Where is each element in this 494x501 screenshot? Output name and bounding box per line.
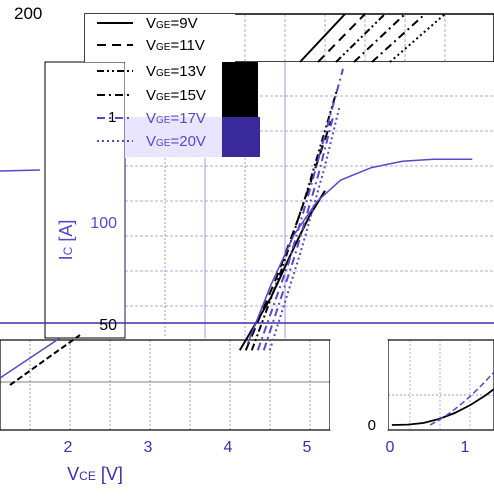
series-line-20V: [268, 106, 341, 351]
legend-light-band: [125, 117, 222, 157]
series-line-17V: [262, 114, 335, 351]
series-line-top-17V: [371, 13, 426, 63]
y-tick-label-100: 100: [90, 215, 117, 232]
x-tick-label-3: 3: [144, 439, 153, 456]
overlay-left-fragment: [0, 169, 41, 172]
lower-left-line-a: [9, 334, 81, 386]
lower-left-panel-frame: [0, 339, 331, 431]
legend-label-11V: VGE=11V: [146, 37, 205, 54]
series-line-top-15V: [353, 13, 406, 63]
inset-x-tick-1: 1: [461, 439, 470, 456]
y-axis-label: IC [A]: [56, 220, 76, 261]
inset-panel-frame: [387, 339, 494, 431]
x-tick-label-5: 5: [303, 439, 312, 456]
series-line-top-11V: [317, 13, 366, 63]
lower-left-line-b: [0, 337, 61, 379]
legend-label-15V: VGE=15V: [146, 87, 206, 104]
y-tick-label-partial: 1: [108, 109, 116, 126]
inset-series-line: [391, 388, 494, 426]
legend-dark-block: [222, 62, 258, 117]
legend-label-9V: VGE=9V: [146, 15, 198, 32]
x-tick-label-4: 4: [224, 439, 233, 456]
series-line-13V: [250, 89, 338, 351]
series-line-top-9V: [299, 13, 346, 63]
overlay-saturation-curve: [246, 158, 473, 345]
series-line-15V: [256, 68, 344, 351]
legend-blue-block: [222, 117, 260, 157]
inset-y-tick-0: 0: [368, 417, 376, 434]
inset-series-line-blue: [429, 371, 494, 426]
inset-x-tick-0: 0: [386, 439, 395, 456]
legend-label-20V: VGE=20V: [146, 133, 206, 150]
y-tick-label-200: 200: [14, 4, 42, 23]
gap-panel: [330, 340, 388, 430]
series-line-top-20V: [389, 13, 446, 63]
legend-label-13V: VGE=13V: [146, 63, 206, 80]
legend-label-17V: VGE=17V: [146, 110, 206, 127]
x-tick-label-2: 2: [64, 439, 73, 456]
x-axis-label: VCE [V]: [67, 464, 123, 484]
series-line-top-13V: [335, 13, 386, 63]
series-line-11V: [244, 121, 332, 351]
mask-panel-frame: [44, 61, 126, 339]
y-tick-label-50: 50: [99, 317, 117, 334]
